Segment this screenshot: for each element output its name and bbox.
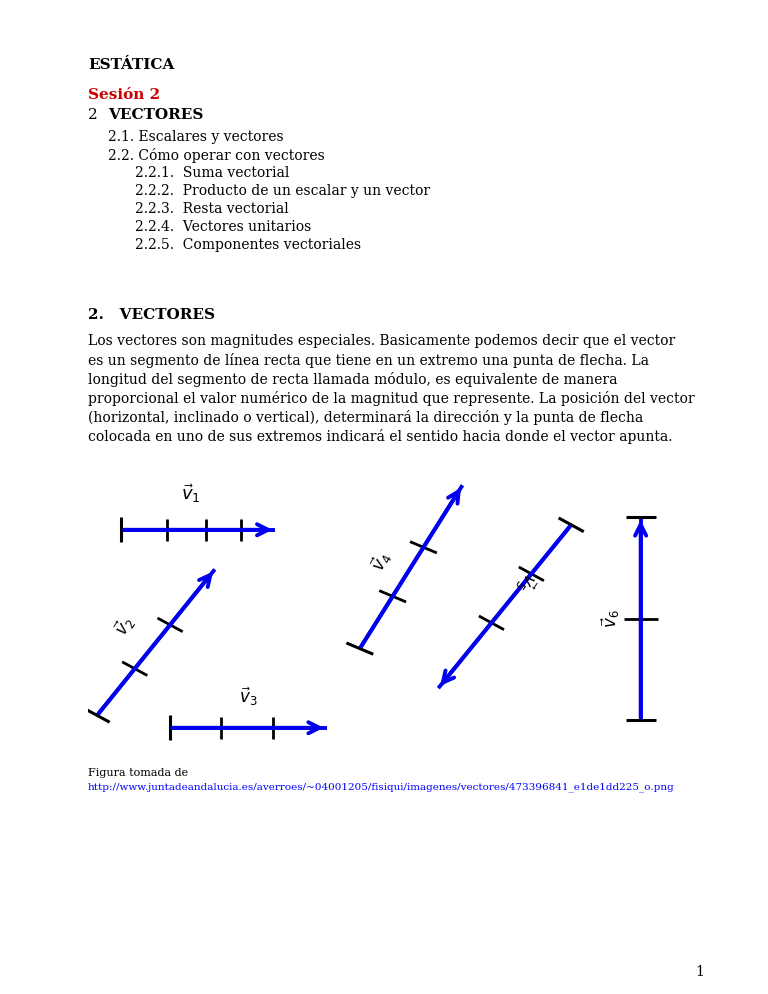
Text: 2: 2 bbox=[88, 108, 98, 122]
Text: longitud del segmento de recta llamada módulo, es equivalente de manera: longitud del segmento de recta llamada m… bbox=[88, 372, 617, 387]
Text: 2.2.3.  Resta vectorial: 2.2.3. Resta vectorial bbox=[135, 202, 289, 216]
Text: colocada en uno de sus extremos indicará el sentido hacia donde el vector apunta: colocada en uno de sus extremos indicará… bbox=[88, 429, 673, 444]
Text: 2.2. Cómo operar con vectores: 2.2. Cómo operar con vectores bbox=[108, 148, 325, 163]
Text: 2.2.4.  Vectores unitarios: 2.2.4. Vectores unitarios bbox=[135, 220, 311, 234]
Text: 2.1. Escalares y vectores: 2.1. Escalares y vectores bbox=[108, 130, 283, 144]
Text: $\vec{v}_6$: $\vec{v}_6$ bbox=[599, 609, 622, 628]
Text: proporcional el valor numérico de la magnitud que represente. La posición del ve: proporcional el valor numérico de la mag… bbox=[88, 391, 694, 406]
Text: $\vec{v}_1$: $\vec{v}_1$ bbox=[180, 482, 200, 505]
Text: 2.2.1.  Suma vectorial: 2.2.1. Suma vectorial bbox=[135, 166, 290, 180]
Text: Figura tomada de: Figura tomada de bbox=[88, 768, 188, 778]
Text: http://www.juntadeandalucia.es/averroes/~04001205/fisiqui/imagenes/vectores/4733: http://www.juntadeandalucia.es/averroes/… bbox=[88, 782, 675, 791]
Text: 2.2.2.  Producto de un escalar y un vector: 2.2.2. Producto de un escalar y un vecto… bbox=[135, 184, 430, 198]
Text: 2.   VECTORES: 2. VECTORES bbox=[88, 308, 215, 322]
Text: $\vec{v}_3$: $\vec{v}_3$ bbox=[239, 686, 257, 708]
Text: $\vec{v}_5$: $\vec{v}_5$ bbox=[511, 568, 541, 595]
Text: $\vec{v}_2$: $\vec{v}_2$ bbox=[110, 612, 139, 640]
Text: VECTORES: VECTORES bbox=[108, 108, 204, 122]
Text: (horizontal, inclinado o vertical), determinará la dirección y la punta de flech: (horizontal, inclinado o vertical), dete… bbox=[88, 410, 644, 425]
Text: 2.2.5.  Componentes vectoriales: 2.2.5. Componentes vectoriales bbox=[135, 238, 361, 252]
Text: es un segmento de línea recta que tiene en un extremo una punta de flecha. La: es un segmento de línea recta que tiene … bbox=[88, 353, 649, 368]
Text: ESTÁTICA: ESTÁTICA bbox=[88, 58, 174, 72]
Text: Sesión 2: Sesión 2 bbox=[88, 88, 160, 102]
Text: $\vec{v}_4$: $\vec{v}_4$ bbox=[366, 549, 396, 576]
Text: Los vectores son magnitudes especiales. Basicamente podemos decir que el vector: Los vectores son magnitudes especiales. … bbox=[88, 334, 675, 348]
Text: 1: 1 bbox=[696, 965, 704, 979]
